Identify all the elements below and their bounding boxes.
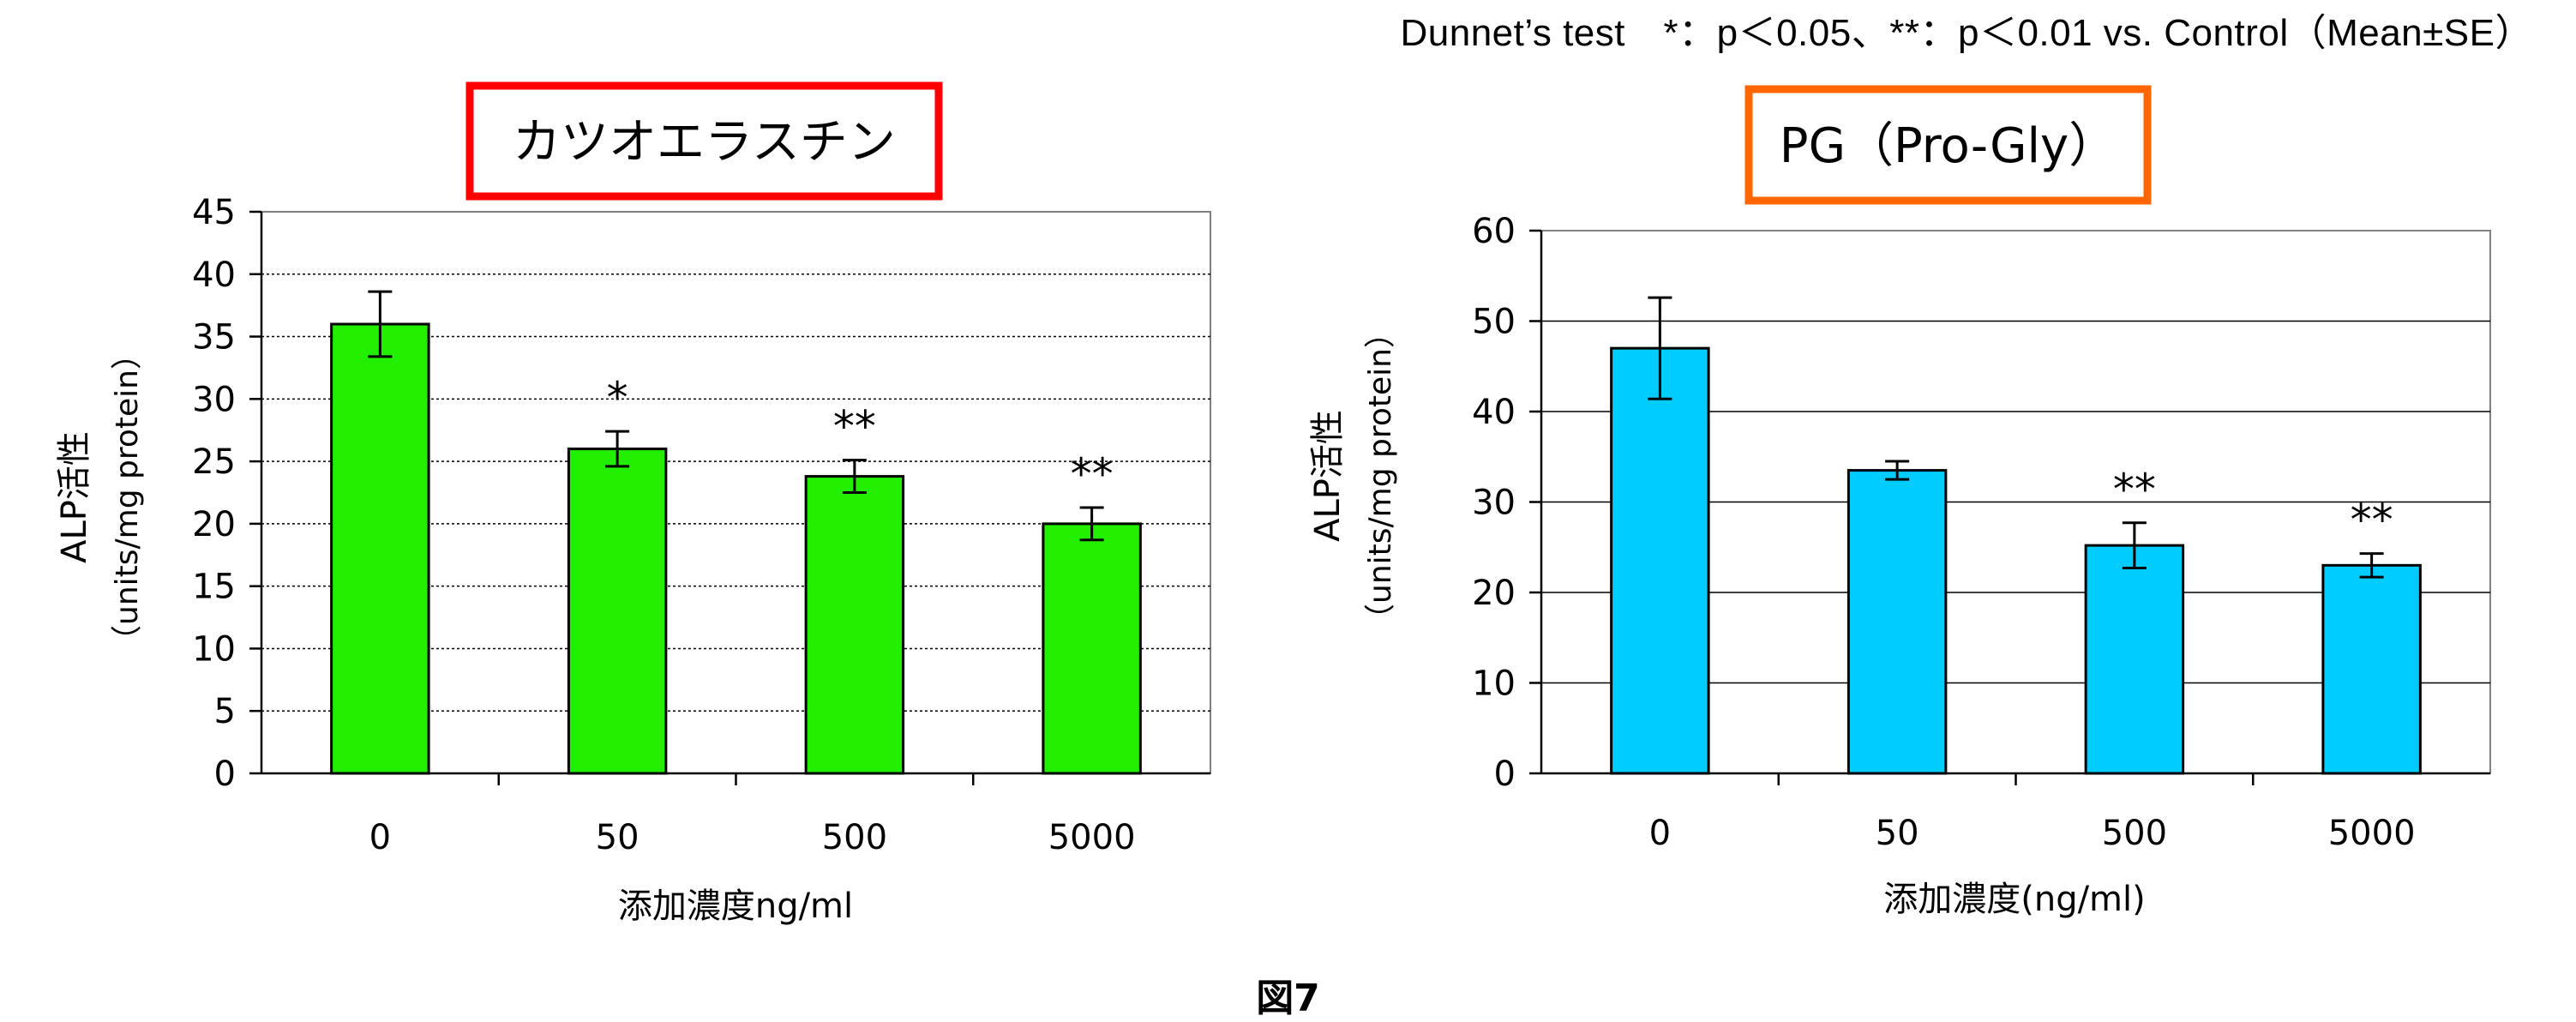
- chart1-x-tick-label: 500: [822, 818, 887, 857]
- chart2-x-axis-label: 添加濃度(ng/ml): [1883, 880, 2146, 919]
- chart2-y-tick-label: 50: [1472, 303, 1516, 342]
- chart2-y-tick-label: 40: [1472, 393, 1516, 432]
- statistics-note: Dunnet’s test *：p＜0.05、**：p＜0.01 vs. Con…: [1400, 12, 2533, 54]
- chart2-y-tick-label: 0: [1494, 754, 1516, 794]
- chart1-x-tick-label: 50: [596, 818, 639, 857]
- chart1-y-axis-label: ALP活性: [55, 431, 94, 563]
- chart2-y-tick-label: 10: [1472, 664, 1516, 704]
- chart1-bar: [1042, 522, 1142, 775]
- chart1-y-axis-unit: （units/mg protein）: [110, 339, 145, 656]
- chart1-significance-mark: *: [607, 373, 628, 423]
- chart2-significance-mark: **: [2351, 496, 2393, 545]
- chart1-title: カツオエラスチン: [513, 115, 896, 171]
- chart1-y-tick-label: 30: [192, 380, 236, 419]
- chart1-y-tick-label: 15: [192, 568, 236, 607]
- chart1-y-tick-label: 25: [192, 442, 236, 482]
- chart2-x-tick-label: 50: [1876, 814, 1919, 853]
- chart2-significance-mark: **: [2113, 465, 2156, 514]
- chart1-y-tick-label: 20: [192, 505, 236, 544]
- chart2-y-tick-label: 30: [1472, 484, 1516, 523]
- chart1-bar: [330, 322, 430, 775]
- chart1-significance-mark: **: [833, 402, 876, 452]
- chart1-y-tick-label: 10: [192, 629, 236, 669]
- chart1-x-axis-label: 添加濃度ng/ml: [618, 887, 853, 926]
- chart1-x-tick-label: 5000: [1048, 818, 1136, 857]
- chart1-bar: [804, 475, 905, 775]
- chart2-x-tick-label: 0: [1649, 814, 1671, 853]
- chart2-bar: [1846, 469, 1948, 775]
- chart2-bar: [2321, 563, 2422, 775]
- chart2-y-axis-unit: （units/mg protein）: [1363, 317, 1398, 634]
- chart2-title: PG（Pro-Gly）: [1780, 118, 2117, 174]
- chart2-y-tick-label: 60: [1472, 212, 1516, 251]
- chart2-bar: [1610, 346, 1710, 775]
- chart2-y-axis-label: ALP活性: [1308, 410, 1348, 542]
- chart2-x-tick-label: 500: [2102, 814, 2167, 853]
- chart1-bar: [567, 448, 668, 775]
- chart2-y-tick-label: 20: [1472, 574, 1516, 613]
- chart1-x-tick-label: 0: [369, 818, 391, 857]
- chart1-y-tick-label: 45: [192, 193, 236, 232]
- figure-caption: 図7: [1256, 977, 1320, 1020]
- chart2-bar: [2084, 544, 2185, 775]
- chart1-y-tick-label: 35: [192, 318, 236, 358]
- chart1-y-tick-label: 5: [214, 692, 236, 731]
- chart1-y-tick-label: 0: [214, 754, 236, 794]
- chart1-significance-mark: **: [1071, 449, 1114, 499]
- chart1-title-box: [465, 81, 943, 201]
- chart1-y-tick-label: 40: [192, 256, 236, 295]
- chart2-x-tick-label: 5000: [2328, 814, 2416, 853]
- chart2-title-box: [1744, 85, 2152, 205]
